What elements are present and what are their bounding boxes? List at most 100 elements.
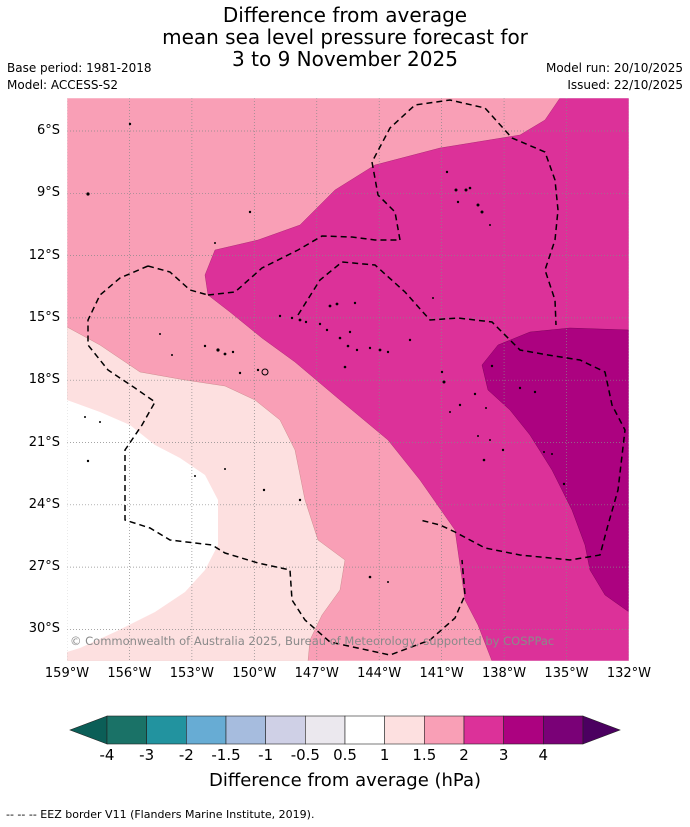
colorbar-cell <box>225 715 266 745</box>
colorbar-cell <box>384 715 425 745</box>
longitude-label: 159°W <box>44 666 90 681</box>
colorbar-over-arrow <box>582 715 621 745</box>
island <box>543 451 545 453</box>
issued-text: Issued: 22/10/2025 <box>567 78 683 92</box>
islands <box>84 122 566 583</box>
island <box>468 186 472 190</box>
latitude-label: 21°S <box>28 434 60 450</box>
colorbar-cell <box>344 715 385 745</box>
island <box>489 224 491 226</box>
longitude-label: 150°W <box>232 666 277 681</box>
model-run-text: Model run: 20/10/2025 <box>545 61 683 75</box>
island <box>318 322 322 326</box>
island <box>248 210 252 214</box>
colorbar-cell <box>543 715 584 745</box>
island <box>368 575 372 579</box>
colorbar-tick-label: -1 <box>258 746 274 764</box>
island <box>99 421 101 423</box>
chart-title-line2: mean sea level pressure forecast for <box>162 25 528 49</box>
island <box>442 380 446 384</box>
latitude-label: 6°S <box>36 123 60 138</box>
island <box>408 338 412 342</box>
colorbar-tick-label: -1.5 <box>211 746 241 764</box>
island <box>214 242 216 244</box>
island <box>84 416 86 418</box>
island <box>171 354 173 356</box>
island <box>477 435 479 437</box>
colorbar-cell <box>146 715 187 745</box>
island <box>458 403 462 407</box>
island <box>194 475 196 477</box>
longitude-label: 132°W <box>606 666 652 681</box>
colorbar-tick-label: 2 <box>459 746 469 764</box>
island <box>325 328 329 332</box>
island <box>346 344 350 348</box>
longitude-label: 147°W <box>294 666 339 681</box>
island <box>86 459 90 463</box>
island <box>518 386 522 390</box>
colorbar-tick-label: -3 <box>139 746 155 764</box>
island <box>501 448 505 452</box>
island <box>562 482 566 486</box>
longitude-label: 135°W <box>544 666 589 681</box>
island <box>256 368 260 372</box>
latitude-label: 27°S <box>28 559 60 575</box>
island <box>464 188 468 192</box>
island <box>480 210 484 214</box>
base-period-text: Base period: 1981-2018 <box>7 61 152 75</box>
colorbar-tick-label: 1.5 <box>412 746 437 764</box>
island <box>368 346 372 350</box>
colorbar-cell <box>265 715 306 745</box>
latitude-label: 9°S <box>36 185 60 201</box>
eez-footnote: -- -- -- EEZ border V11 (Flanders Marine… <box>6 808 315 821</box>
island <box>278 314 282 318</box>
colorbar <box>69 715 621 745</box>
colorbar-tick-label: 1 <box>379 746 390 764</box>
eez-borders <box>87 99 626 656</box>
island <box>449 411 451 413</box>
colorbar-cell <box>463 715 504 745</box>
island <box>482 458 486 462</box>
chart-title-line1: Difference from average <box>222 3 468 27</box>
colorbar-cell <box>106 715 147 745</box>
island <box>216 348 220 352</box>
island <box>533 390 537 394</box>
island <box>231 350 235 354</box>
latitude-label: 18°S <box>28 372 60 388</box>
colorbar-tick-label: 4 <box>538 746 549 764</box>
anomaly-region-1.5-to-2 <box>204 98 629 661</box>
island <box>378 348 382 352</box>
colorbar-tick-label: -2 <box>178 746 194 764</box>
longitude-label: 144°W <box>357 666 402 681</box>
colorbar-tick-label: 0.5 <box>333 746 357 764</box>
island <box>304 320 308 324</box>
island <box>262 488 266 492</box>
island <box>476 203 480 207</box>
island <box>338 336 342 340</box>
island <box>159 333 161 335</box>
island <box>386 350 390 354</box>
island <box>343 365 347 369</box>
island <box>353 301 357 305</box>
island <box>348 330 352 334</box>
colorbar-tick-label: 3 <box>498 746 509 764</box>
island <box>485 407 487 409</box>
colorbar-tick-label: -4 <box>99 746 115 764</box>
island <box>355 348 359 352</box>
longitude-label: 153°W <box>169 666 214 681</box>
longitude-label: 141°W <box>419 666 464 681</box>
island <box>473 392 477 396</box>
eez-border-segment-b <box>147 265 209 296</box>
model-text: Model: ACCESS-S2 <box>7 78 119 92</box>
island <box>261 368 269 376</box>
colorbar-label: Difference from average (hPa) <box>208 770 482 791</box>
island <box>328 304 332 308</box>
eez-border-kiribati <box>371 99 559 326</box>
eez-border-french-polynesia <box>297 261 626 561</box>
eez-border-cook-islands <box>87 265 466 656</box>
latitude-label: 30°S <box>28 621 60 637</box>
colorbar-cell <box>305 715 346 745</box>
eez-border-segment-a <box>207 235 400 296</box>
island <box>440 370 444 374</box>
